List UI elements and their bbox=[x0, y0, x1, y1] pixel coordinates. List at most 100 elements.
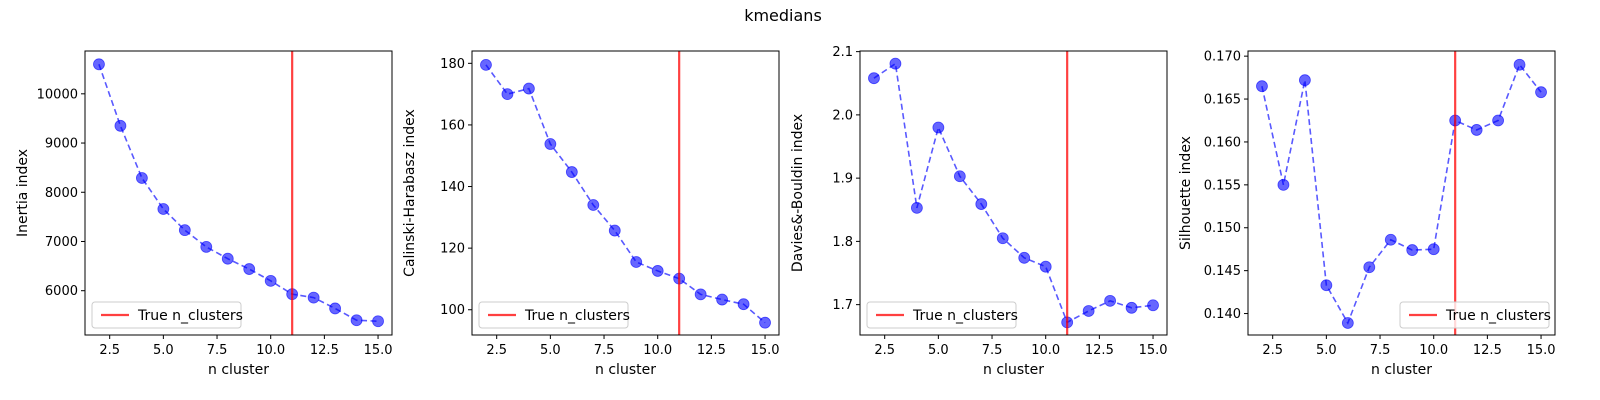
y-tick-label: 0.140 bbox=[1204, 307, 1241, 322]
x-tick-label: 5.0 bbox=[540, 343, 561, 358]
y-tick-label: 10000 bbox=[37, 87, 78, 102]
x-tick-label: 10.0 bbox=[1031, 343, 1060, 358]
data-point bbox=[694, 288, 707, 301]
data-point bbox=[372, 315, 384, 328]
x-tick-label: 12.5 bbox=[310, 343, 339, 358]
y-axis-label: Calinski-Harabasz index bbox=[402, 109, 418, 277]
data-point bbox=[953, 170, 966, 183]
x-tick-label: 15.0 bbox=[751, 343, 780, 358]
data-point bbox=[1125, 301, 1138, 314]
y-axis-label: Davies&-Bouldin index bbox=[790, 114, 806, 272]
data-point bbox=[630, 256, 643, 268]
x-tick-label: 7.5 bbox=[982, 343, 1003, 358]
chart-panel-2: 2.5 5.0 7.5 10.0 12.5 15.0 100 120 140 160 180 n cl… bbox=[402, 50, 780, 378]
data-point bbox=[1320, 279, 1333, 292]
legend-label: True n_clusters bbox=[137, 308, 243, 324]
y-tick-label: 0.155 bbox=[1204, 178, 1241, 193]
data-point bbox=[587, 199, 600, 211]
x-tick-label: 12.5 bbox=[697, 343, 726, 358]
legend: True n_clusters bbox=[866, 301, 1018, 329]
data-point bbox=[737, 298, 750, 311]
x-tick-label: 15.0 bbox=[1527, 343, 1556, 358]
x-tick-label: 5.0 bbox=[153, 343, 174, 358]
legend: True n_clusters bbox=[91, 301, 243, 329]
data-point bbox=[221, 252, 234, 265]
chart-panel-1: 2.5 5.0 7.5 10.0 12.5 15.0 6000 7000 8000 9000 100… bbox=[15, 50, 393, 378]
data-point bbox=[1427, 243, 1440, 256]
x-axis-label: n cluster bbox=[983, 362, 1044, 378]
x-tick-label: 2.5 bbox=[486, 343, 507, 358]
y-axis-label: Silhouette index bbox=[1178, 136, 1194, 250]
x-tick-label: 7.5 bbox=[594, 343, 615, 358]
series-line bbox=[1261, 63, 1542, 325]
x-tick-label: 10.0 bbox=[1419, 343, 1448, 358]
x-tick-label: 10.0 bbox=[643, 343, 672, 358]
chart-panel-4: 2.5 5.0 7.5 10.0 12.5 15.0 0.140 0.145 0.150 0.15… bbox=[1178, 50, 1556, 378]
axes-frame bbox=[859, 50, 1168, 336]
data-point bbox=[910, 201, 923, 214]
legend-box bbox=[91, 301, 242, 329]
x-tick-label: 2.5 bbox=[1262, 343, 1283, 358]
data-point bbox=[1363, 261, 1376, 274]
data-point bbox=[350, 314, 363, 327]
data-point bbox=[264, 274, 277, 287]
data-point bbox=[759, 316, 771, 329]
series-line bbox=[98, 64, 379, 323]
data-point bbox=[178, 224, 191, 237]
x-tick-label: 15.0 bbox=[364, 343, 393, 358]
y-tick-label: 2.0 bbox=[832, 108, 853, 123]
x-axis-label: n cluster bbox=[1371, 362, 1432, 378]
x-tick-label: 15.0 bbox=[1139, 343, 1168, 358]
figure-title: kmedians bbox=[744, 6, 822, 25]
data-point bbox=[544, 138, 557, 150]
data-point bbox=[889, 57, 902, 70]
legend-box bbox=[1399, 301, 1550, 329]
data-point bbox=[1039, 260, 1052, 273]
data-point bbox=[1256, 80, 1268, 93]
y-tick-label: 1.9 bbox=[832, 172, 853, 187]
y-tick-label: 6000 bbox=[45, 284, 78, 299]
data-point bbox=[135, 172, 148, 184]
data-point bbox=[1147, 299, 1159, 312]
y-tick-label: 180 bbox=[440, 57, 465, 72]
data-point bbox=[608, 224, 621, 237]
y-tick-label: 1.8 bbox=[832, 235, 853, 250]
data-point bbox=[1535, 86, 1547, 99]
data-point bbox=[307, 291, 320, 304]
data-point bbox=[501, 88, 514, 101]
data-point bbox=[1492, 114, 1505, 127]
y-tick-label: 120 bbox=[440, 242, 465, 257]
y-tick-label: 8000 bbox=[45, 186, 78, 201]
data-point bbox=[1277, 178, 1290, 191]
data-point bbox=[996, 232, 1009, 245]
legend-label: True n_clusters bbox=[912, 308, 1018, 324]
data-point bbox=[1384, 233, 1397, 246]
data-point bbox=[1082, 305, 1095, 317]
y-tick-label: 140 bbox=[440, 180, 465, 195]
axes-frame bbox=[471, 50, 780, 336]
data-point bbox=[1018, 251, 1031, 264]
x-tick-label: 7.5 bbox=[207, 343, 228, 358]
x-tick-label: 5.0 bbox=[1316, 343, 1337, 358]
x-tick-label: 12.5 bbox=[1473, 343, 1502, 358]
legend-label: True n_clusters bbox=[524, 308, 630, 324]
y-tick-label: 160 bbox=[440, 118, 465, 133]
y-tick-label: 0.150 bbox=[1204, 221, 1241, 236]
x-tick-label: 12.5 bbox=[1085, 343, 1114, 358]
axes-frame bbox=[1247, 50, 1556, 336]
data-point bbox=[1513, 58, 1526, 71]
x-axis-label: n cluster bbox=[208, 362, 269, 378]
data-point bbox=[522, 82, 535, 95]
chart-panel-3: 2.5 5.0 7.5 10.0 12.5 15.0 1.7 1.8 1.9 2.0 2.1 n cl… bbox=[790, 45, 1168, 378]
y-tick-label: 0.170 bbox=[1204, 50, 1241, 65]
data-point bbox=[243, 263, 256, 275]
y-axis-label: Inertia index bbox=[15, 149, 31, 237]
data-point bbox=[975, 198, 988, 210]
legend: True n_clusters bbox=[478, 301, 630, 329]
data-point bbox=[1470, 124, 1483, 136]
legend-box bbox=[478, 301, 629, 329]
x-tick-label: 2.5 bbox=[874, 343, 895, 358]
series-line bbox=[873, 62, 1154, 324]
data-point bbox=[932, 121, 945, 134]
